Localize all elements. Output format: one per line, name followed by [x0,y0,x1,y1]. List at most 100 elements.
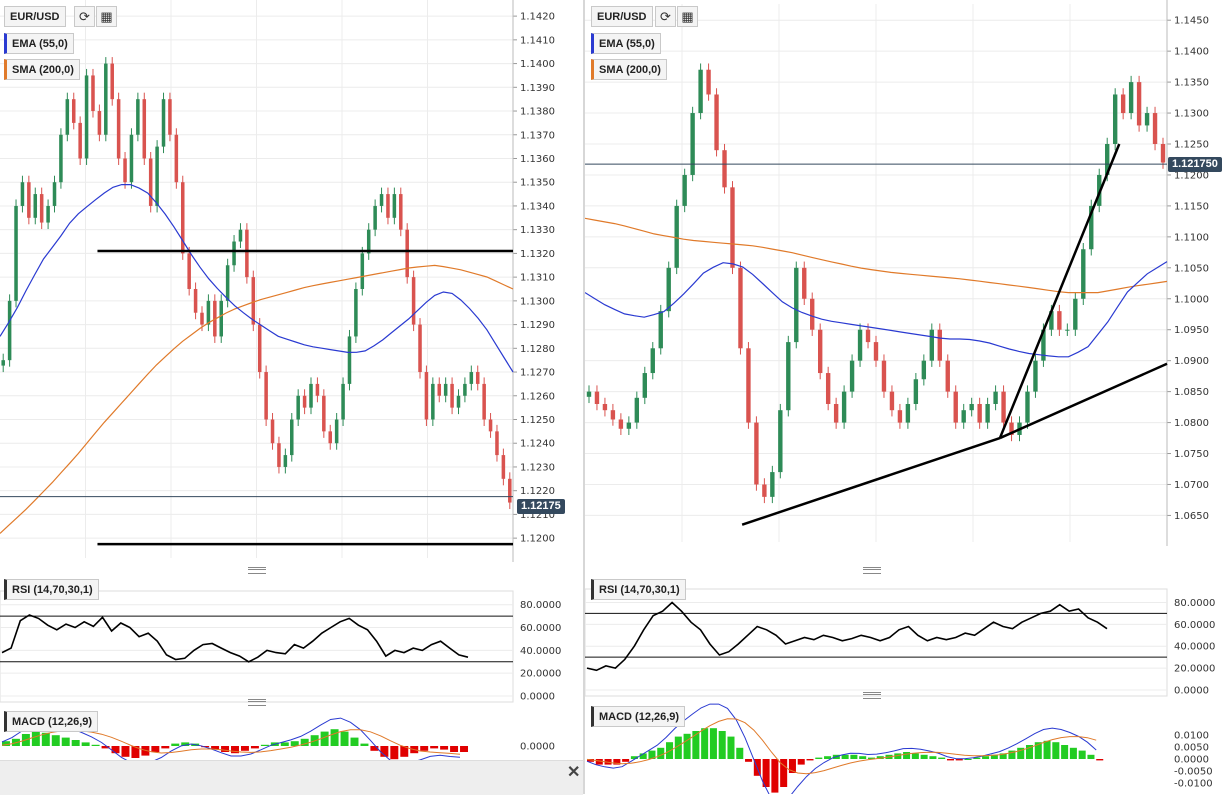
rsi-tick-label: 40.0000 [1174,642,1215,653]
price-tick-label: 1.1230 [520,462,555,473]
macd-histogram-bar [330,729,339,746]
macd-histogram-bar [639,753,647,759]
price-tick-label: 1.1350 [1174,78,1209,89]
candle-body [1057,311,1062,330]
candle-body [881,360,887,392]
macd-histogram-bar [51,735,60,746]
candle-body [706,69,711,95]
macd-histogram-bar [1008,750,1016,759]
sma-indicator-label[interactable]: SMA (200,0) [591,59,667,80]
candle-body [865,329,871,343]
candle-body [110,63,114,100]
candle-body [20,182,25,206]
ema-indicator-label[interactable]: EMA (55,0) [591,33,661,54]
candle-body [1001,391,1006,423]
close-icon[interactable]: ✕ [567,764,581,781]
price-tick-label: 1.1340 [520,201,555,212]
candle-body [366,229,371,254]
macd-histogram-bar [938,757,946,759]
price-tick-label: 1.1240 [520,439,555,450]
candle-body [456,395,461,408]
macd-histogram-bar [231,746,239,754]
trend-line [741,436,1001,526]
candle-body [610,410,616,420]
price-tick-label: 1.1200 [1174,170,1209,181]
price-tick-label: 1.1250 [1174,140,1209,151]
rsi-indicator-label[interactable]: RSI (14,70,30,1) [591,579,686,600]
candle-body [682,174,687,206]
candle-body [1160,144,1166,163]
candle-body [418,324,422,373]
price-tick-label: 1.1050 [1174,263,1209,274]
macd-histogram-bar [859,756,867,759]
candle-body [977,404,982,423]
rsi-indicator-label[interactable]: RSI (14,70,30,1) [4,579,99,600]
candle-body [897,410,903,423]
price-tick-label: 1.1270 [520,368,555,379]
price-tick-label: 1.1000 [1174,294,1209,305]
candle-body [71,99,76,123]
candle-body [322,395,326,432]
candle-body [123,158,127,183]
candle-body [155,146,159,206]
right-chart-canvas[interactable]: 1.1450 1.1400 1.1350 1.1300 1.1250 1.1200 1.11… [585,0,1224,794]
macd-histogram-bar [380,746,389,757]
candle-body [463,383,467,396]
candle-body [833,404,839,423]
candle-body [142,99,147,159]
macd-histogram-bar [946,759,954,761]
candle-body [1128,82,1134,114]
candle-body [913,379,919,404]
price-tick-label: 1.1300 [1174,109,1209,120]
macd-histogram-bar [999,753,1007,759]
candle-body [1025,391,1030,423]
calendar-icon[interactable]: ▦ [677,6,698,27]
macd-histogram-bar [815,757,823,759]
sma-indicator-label[interactable]: SMA (200,0) [4,59,80,80]
macd-histogram-bar [788,759,796,773]
ema-indicator-label[interactable]: EMA (55,0) [4,33,74,54]
macd-histogram-bar [171,743,180,746]
macd-histogram-bar [824,756,832,759]
price-tick-label: 1.1450 [1174,16,1209,27]
macd-histogram-bar [131,746,140,758]
refresh-icon[interactable]: ⟳ [655,6,676,27]
macd-histogram-bar [1052,742,1060,759]
candle-body [1065,329,1070,331]
price-tick-label: 1.1250 [520,415,555,426]
candle-body [690,113,695,175]
refresh-icon[interactable]: ⟳ [74,6,95,27]
symbol-label[interactable]: EUR/USD [591,6,653,27]
pane-resize-handle[interactable] [248,567,266,574]
candle-body [347,336,352,384]
candle-body [148,158,153,206]
right-chart-panel: 1.1450 1.1400 1.1350 1.1300 1.1250 1.1200 1.11… [585,0,1224,794]
trend-line [998,143,1121,439]
price-tick-label: 1.1370 [520,130,555,141]
macd-tick-label: 0.0050 [1174,743,1209,754]
candle-body [232,241,236,266]
last-price-label: 1.12175 [517,499,565,514]
pane-resize-handle[interactable] [248,699,266,706]
candle-body [392,194,397,218]
left-chart-canvas[interactable]: 1.1420 1.1410 1.1400 1.1390 1.1380 1.1370 1.13… [0,0,583,794]
macd-indicator-label[interactable]: MACD (12,26,9) [4,711,99,732]
candle-body [666,267,671,312]
candle-body [302,395,307,408]
pane-resize-handle[interactable] [863,567,881,574]
macd-histogram-bar [221,746,230,752]
symbol-label[interactable]: EUR/USD [4,6,66,27]
candle-body [373,205,377,230]
macd-histogram-bar [61,737,70,746]
calendar-icon[interactable]: ▦ [96,6,117,27]
pane-resize-handle[interactable] [863,692,881,699]
macd-histogram-bar [903,752,911,759]
macd-histogram-bar [430,746,439,749]
rsi-tick-label: 20.0000 [520,669,561,680]
macd-indicator-label[interactable]: MACD (12,26,9) [591,706,686,727]
candle-body [27,182,31,218]
candle-body [650,348,655,374]
candle-body [618,419,624,429]
price-tick-label: 1.1300 [520,296,555,307]
candle-body [841,391,847,423]
